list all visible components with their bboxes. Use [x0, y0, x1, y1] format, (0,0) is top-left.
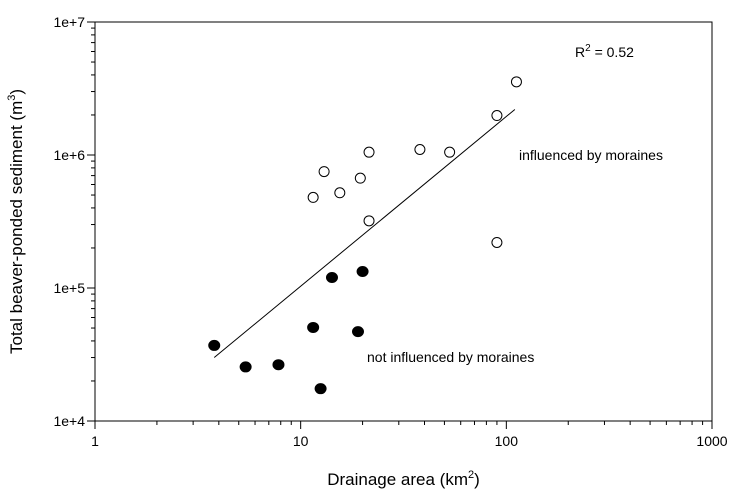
plot-area: [94, 21, 713, 422]
filled-data-point: [351, 326, 364, 338]
open-data-point: [334, 187, 346, 199]
open-data-point: [363, 215, 375, 227]
x-tick-label: 100: [495, 433, 519, 449]
open-data-point: [354, 172, 366, 184]
open-data-point: [444, 146, 456, 158]
x-tick-label: 1000: [696, 433, 727, 449]
annotation-influenced: influenced by moraines: [519, 147, 663, 163]
x-tick-label: 10: [293, 433, 309, 449]
plot-frame: [94, 21, 713, 422]
filled-data-point: [325, 271, 338, 283]
filled-data-point: [239, 361, 252, 373]
annotation-r2: R2 = 0.52: [575, 43, 634, 60]
filled-data-point: [307, 321, 320, 333]
filled-data-point: [272, 359, 285, 371]
y-tick-label: 1e+6: [53, 147, 85, 163]
filled-data-point: [356, 266, 369, 278]
data-points: [208, 76, 522, 395]
open-data-point: [307, 191, 319, 203]
open-data-point: [318, 166, 330, 178]
y-tick-label: 1e+4: [53, 413, 85, 429]
x-axis-title: Drainage area (km2): [327, 469, 480, 489]
open-data-point: [491, 110, 503, 122]
filled-data-point: [314, 383, 327, 395]
filled-data-point: [208, 339, 221, 351]
open-data-point: [363, 146, 375, 158]
open-data-point: [510, 76, 522, 88]
y-axis-title: Total beaver-ponded sediment (m3): [6, 89, 26, 354]
regression-line: [213, 109, 516, 358]
open-data-point: [491, 236, 503, 248]
open-data-point: [414, 143, 426, 155]
trendline-group: [213, 109, 516, 358]
x-tick-label: 1: [91, 433, 99, 449]
annotation-not-influenced: not influenced by moraines: [367, 349, 534, 365]
y-tick-label: 1e+7: [53, 14, 85, 30]
annotations: R2 = 0.52 influenced by moraines not influ…: [367, 43, 663, 365]
y-tick-label: 1e+5: [53, 280, 85, 296]
axes: 1e+4 1e+5 1e+6 1e+7 1 10 100 1000 Drainage area …: [6, 14, 728, 489]
